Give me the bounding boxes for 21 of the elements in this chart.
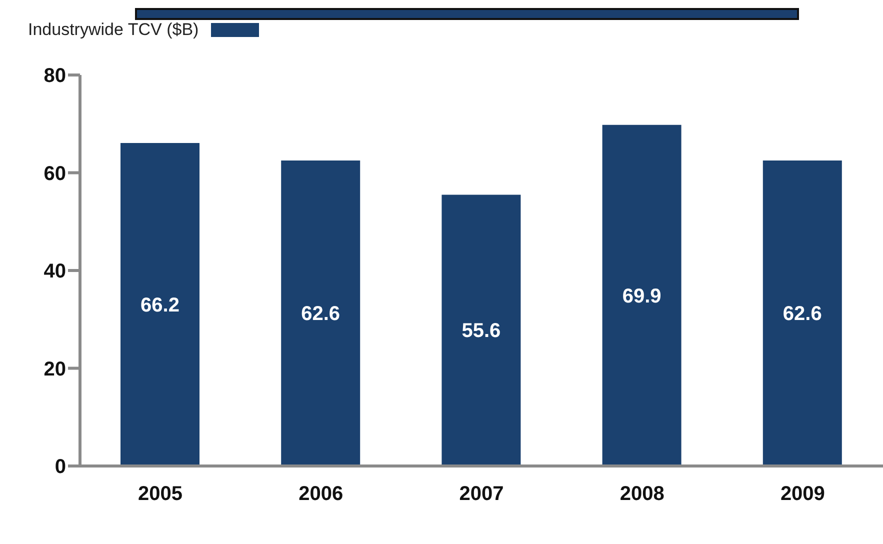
y-tick-label: 60 <box>44 162 66 185</box>
y-tick-label: 0 <box>54 456 66 478</box>
x-tick-label: 2008 <box>620 483 664 506</box>
data-label: 55.6 <box>462 320 501 342</box>
bar <box>762 160 843 466</box>
x-tick-label: 2005 <box>138 483 183 506</box>
data-label: 62.6 <box>301 303 340 326</box>
y-tick-label: 80 <box>44 65 66 88</box>
bar <box>120 142 200 466</box>
x-tick-label: 2009 <box>780 483 825 506</box>
bar <box>601 124 682 466</box>
x-tick-label: 2006 <box>298 483 344 506</box>
bar <box>440 194 522 466</box>
legend-label: Industrywide TCV ($B) <box>28 20 199 40</box>
y-tick-label: 20 <box>44 358 66 380</box>
data-label: 62.6 <box>782 303 822 326</box>
y-tick-label: 40 <box>44 260 66 283</box>
data-label: 66.2 <box>140 294 180 316</box>
data-label: 69.9 <box>622 285 662 308</box>
bar <box>280 160 362 466</box>
x-tick-label: 2007 <box>459 483 504 506</box>
